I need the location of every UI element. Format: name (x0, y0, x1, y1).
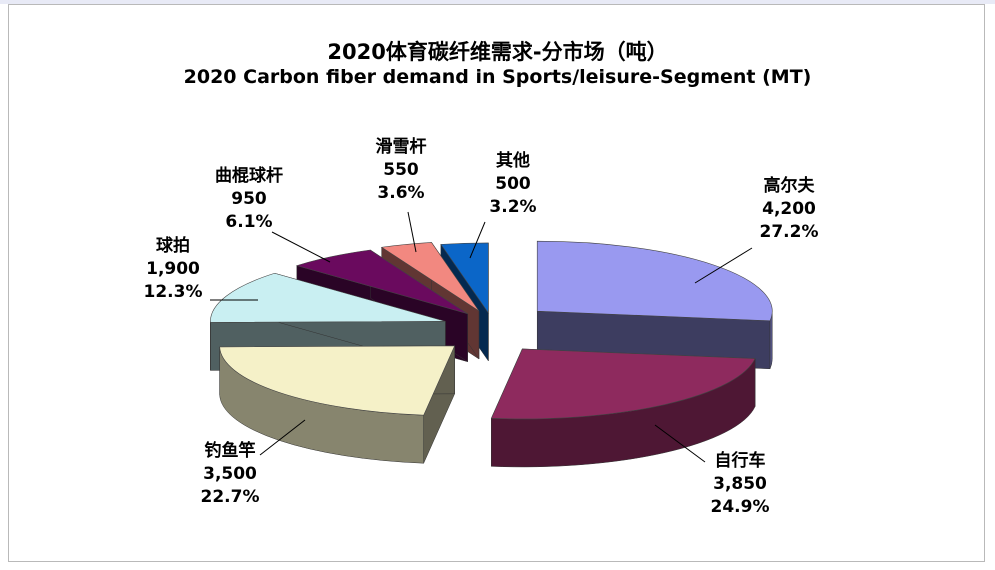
slice-name: 其他 (496, 151, 530, 171)
slice-name: 球拍 (156, 236, 190, 256)
pie-slice (490, 348, 756, 420)
pie-slice (295, 249, 468, 314)
slice-label-golf: 高尔夫 4,200 27.2% (724, 175, 854, 244)
chart-title: 2020体育碳纤维需求-分市场（吨） (327, 40, 668, 64)
leader-line (259, 419, 306, 456)
pie-slice (219, 345, 456, 416)
slice-value: 950 (231, 189, 267, 209)
slice-percent: 12.3% (143, 282, 203, 302)
pie-slice (536, 240, 773, 322)
slice-name: 钓鱼竿 (204, 441, 256, 461)
slice-percent: 3.6% (377, 183, 425, 203)
leader-line (407, 211, 417, 253)
slice-value: 3,500 (203, 464, 257, 484)
leader-line (694, 247, 753, 284)
leader-line (271, 231, 331, 263)
slice-label-ski-pole: 滑雪杆 550 3.6% (336, 136, 466, 205)
pie-slice (210, 272, 446, 323)
slice-name: 滑雪杆 (375, 137, 427, 157)
slice-label-other: 其他 500 3.2% (448, 150, 578, 219)
leader-line (654, 424, 706, 463)
slice-percent: 22.7% (200, 487, 260, 507)
slice-percent: 27.2% (759, 222, 819, 242)
slice-name: 高尔夫 (763, 176, 815, 196)
slice-name: 曲棍球杆 (215, 166, 283, 186)
slice-label-racket: 球拍 1,900 12.3% (108, 235, 238, 304)
chart-frame (8, 4, 985, 562)
slice-label-fishing-rod: 钓鱼竿 3,500 22.7% (165, 440, 295, 509)
slice-value: 550 (383, 160, 419, 180)
slice-label-bicycle: 自行车 3,850 24.9% (675, 450, 805, 519)
slice-percent: 6.1% (225, 212, 273, 232)
slice-value: 1,900 (146, 259, 200, 279)
chart-subtitle: 2020 Carbon fiber demand in Sports/leisu… (183, 66, 812, 88)
slice-value: 500 (495, 174, 531, 194)
slice-value: 4,200 (762, 199, 816, 219)
pie-slice (380, 242, 480, 312)
slice-label-hockey-stick: 曲棍球杆 950 6.1% (184, 165, 314, 234)
slice-name: 自行车 (714, 451, 766, 471)
leader-line (469, 221, 486, 259)
slice-percent: 3.2% (489, 197, 537, 217)
pie-slice (440, 242, 489, 314)
slice-value: 3,850 (713, 474, 767, 494)
top-decor-strip (0, 0, 995, 4)
slice-percent: 24.9% (710, 497, 770, 517)
